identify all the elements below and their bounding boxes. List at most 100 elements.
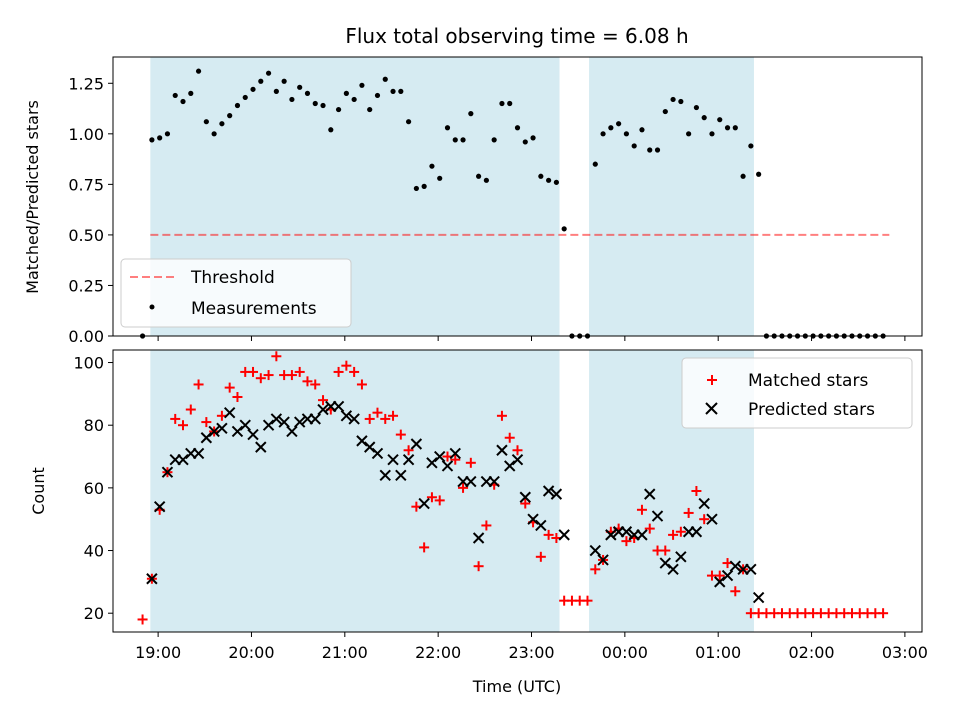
predicted-star-stroke <box>706 513 718 525</box>
matched-star-point <box>248 366 259 377</box>
matched-star-point <box>372 407 383 418</box>
predicted-star-point <box>434 450 446 463</box>
measurement-point <box>265 70 272 76</box>
matched-star-point <box>419 542 430 553</box>
measurement-point <box>304 90 311 96</box>
measurement-point <box>740 173 746 179</box>
predicted-star-stroke <box>527 513 539 525</box>
matched-star-point <box>465 457 476 468</box>
measurement-point <box>522 139 528 145</box>
predicted-star-point <box>379 469 391 482</box>
predicted-star-stroke <box>434 450 446 463</box>
predicted-star-point <box>659 557 672 569</box>
predicted-star-point <box>270 413 283 425</box>
predicted-star-stroke <box>293 416 306 428</box>
predicted-star-stroke <box>418 497 430 510</box>
predicted-star-stroke <box>247 428 259 441</box>
predicted-star-stroke <box>441 460 454 472</box>
measurement-point <box>242 94 248 101</box>
predicted-star-point <box>356 435 368 447</box>
predicted-star-point <box>161 466 174 478</box>
predicted-star-stroke <box>550 488 563 500</box>
measurement-point <box>530 135 536 141</box>
matched-star-point <box>496 410 507 421</box>
matched-star-point <box>201 417 212 428</box>
measurement-point <box>180 98 186 105</box>
matched-star-point <box>333 366 344 377</box>
top-legend: Threshold Measurements <box>120 258 352 328</box>
predicted-star-stroke <box>558 529 570 541</box>
matched-star-point <box>520 498 531 509</box>
matched-star-point <box>683 507 694 518</box>
matched-star-point <box>636 504 647 515</box>
measurement-point <box>421 183 427 189</box>
predicted-star-stroke <box>387 453 399 466</box>
measurement-point <box>320 102 326 109</box>
measurement-point <box>608 125 614 131</box>
bottom-observing-windows <box>150 350 754 632</box>
bottom-plot-frame <box>112 349 923 633</box>
predicted-star-point <box>714 576 726 588</box>
predicted-star-stroke <box>371 447 384 460</box>
predicted-star-point <box>402 453 415 466</box>
predicted-star-point <box>371 447 384 460</box>
predicted-star-stroke <box>589 544 601 557</box>
predicted-star-stroke <box>363 441 376 453</box>
matched-star-point <box>512 445 523 456</box>
measurement-point <box>561 226 567 232</box>
measurement-point <box>460 137 466 143</box>
predicted-star-point <box>706 513 718 525</box>
matched-star-point <box>364 413 375 424</box>
predicted-star-stroke <box>542 485 555 497</box>
predicted-star-stroke <box>216 422 228 435</box>
predicted-star-stroke <box>379 469 391 482</box>
measurement-point <box>398 88 404 94</box>
predicted-star-stroke <box>402 453 415 466</box>
measurement-point <box>312 100 318 107</box>
predicted-star-stroke <box>200 432 213 444</box>
predicted-star-point <box>255 441 267 453</box>
measurement-point <box>444 125 451 131</box>
predicted-star-point <box>146 573 158 585</box>
matched-star-point <box>644 523 655 534</box>
predicted-star-point <box>262 419 275 431</box>
measurement-point <box>188 90 194 96</box>
matched-star-point <box>255 373 266 384</box>
predicted-star-stroke <box>519 491 531 503</box>
predicted-star-stroke <box>153 500 166 513</box>
predicted-star-point <box>309 413 321 425</box>
predicted-star-point <box>690 526 703 538</box>
predicted-star-point <box>208 425 220 438</box>
predicted-star-stroke <box>239 419 251 431</box>
matched-star-point <box>582 595 593 606</box>
bottom-y-tick-label: 20 <box>84 604 104 623</box>
matched-legend-label: Matched stars <box>748 371 868 391</box>
predicted-star-stroke <box>255 441 267 453</box>
matched-star-point <box>380 413 391 424</box>
predicted-star-point <box>745 563 757 576</box>
measurement-point <box>662 108 668 115</box>
matched-legend-marker <box>707 375 717 385</box>
measurement-point <box>273 88 279 94</box>
predicted-star-stroke <box>535 519 547 532</box>
predicted-star-stroke <box>472 532 485 544</box>
predicted-star-point <box>293 416 306 428</box>
matched-star-point <box>450 454 461 465</box>
predicted-star-stroke <box>745 563 757 576</box>
predicted-star-stroke <box>309 413 321 425</box>
predicted-star-stroke <box>752 591 765 604</box>
predicted-star-stroke <box>262 419 275 431</box>
predicted-star-point <box>441 460 454 472</box>
measurement-point <box>157 135 163 141</box>
predicted-star-point <box>519 491 531 503</box>
predicted-legend-marker <box>705 402 718 415</box>
predicted-star-point <box>675 551 687 563</box>
matched-star-point <box>668 529 679 540</box>
predicted-star-stroke <box>504 460 516 472</box>
predicted-star-point <box>332 400 345 413</box>
threshold-legend-label: Threshold <box>190 268 275 288</box>
measurement-point <box>647 147 653 153</box>
predicted-star-stroke <box>659 557 672 569</box>
measurement-point <box>686 131 692 137</box>
bottom-legend: Matched stars Predicted stars <box>681 357 913 429</box>
